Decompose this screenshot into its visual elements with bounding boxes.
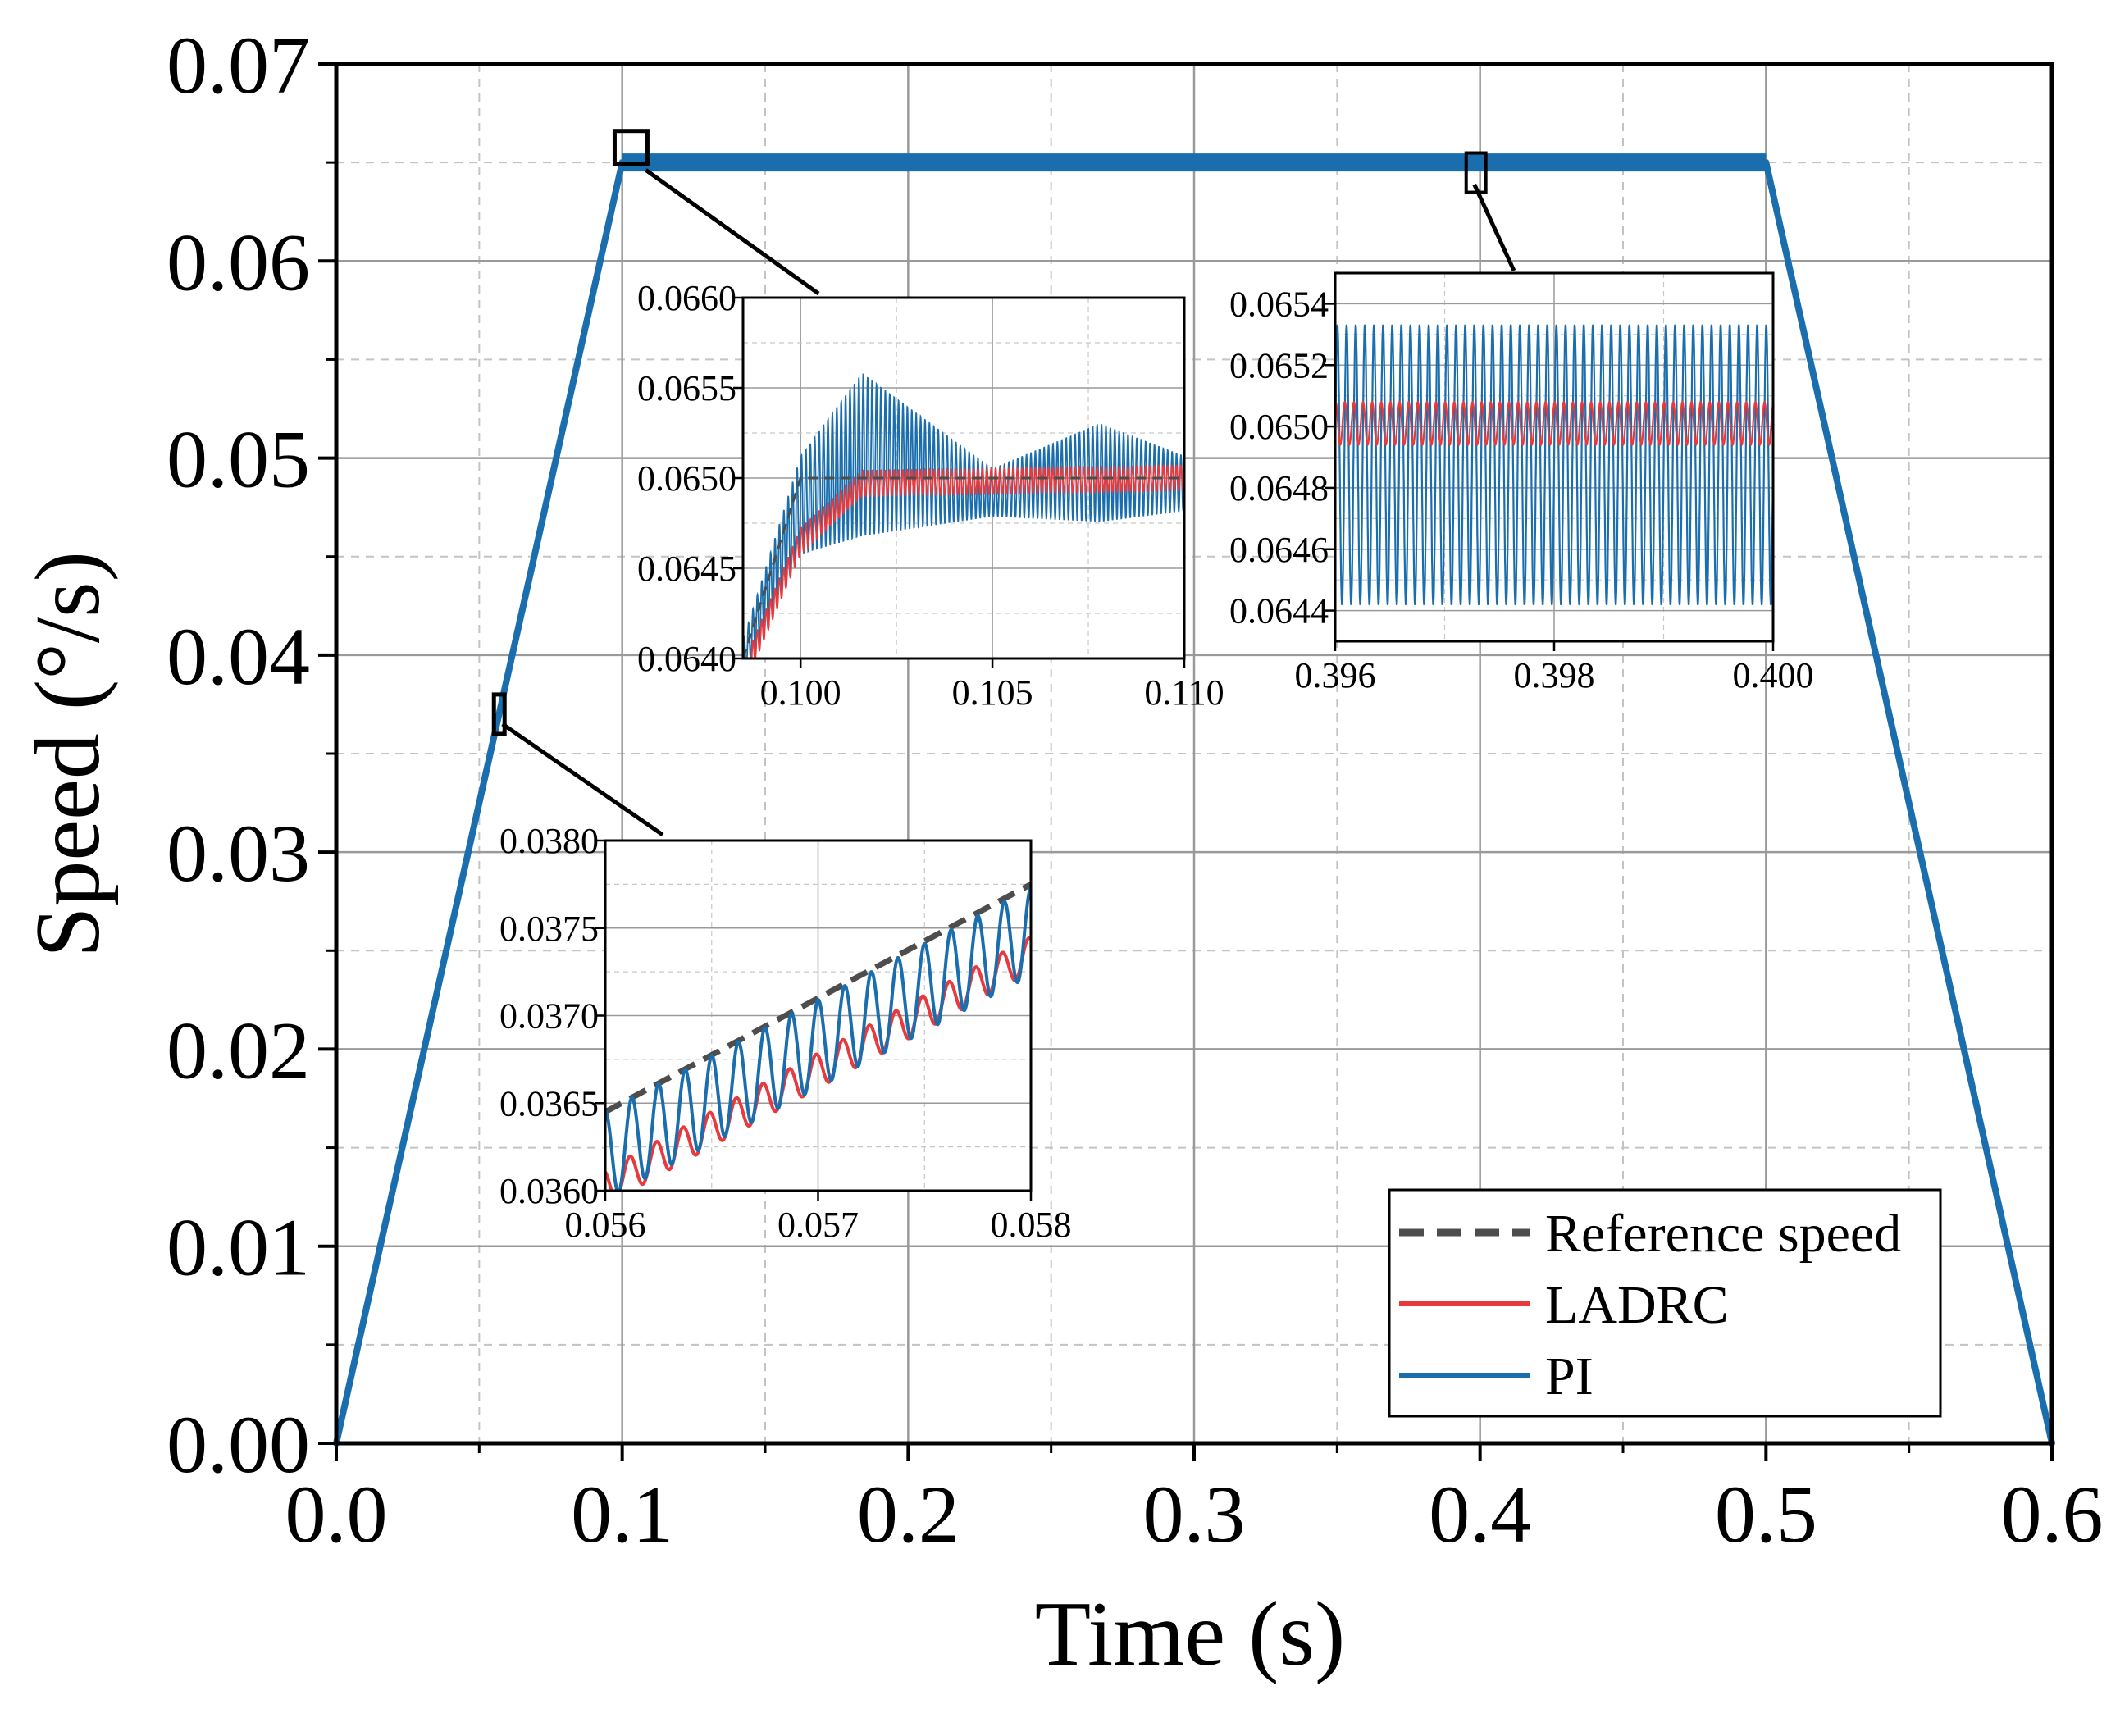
inset-steady-pi xyxy=(1335,324,1773,605)
legend-label-ladrc: LADRC xyxy=(1545,1275,1729,1335)
inset-y-tick-label: 0.0655 xyxy=(637,368,736,408)
main-axes xyxy=(318,62,2054,1461)
inset-accel-reference xyxy=(605,882,1031,1115)
y-axis-title: Speed (°/s) xyxy=(17,551,119,958)
inset-accel-pi xyxy=(605,886,1031,1191)
inset-y-tick-label: 0.0644 xyxy=(1229,591,1329,631)
inset-acceleration: 0.056 0.057 0.058 0.0360 0.0365 0.0370 0.0375 0… xyxy=(499,821,1072,1245)
connector-steady xyxy=(1472,183,1516,272)
inset-x-tick-label: 0.110 xyxy=(1144,672,1224,713)
inset-settling: 0.100 0.105 0.110 0.0640 0.0645 0.0650 0.0655 0… xyxy=(637,278,1224,713)
x-axis-title: Time (s) xyxy=(1035,1583,1346,1685)
zoom-marker-acceleration xyxy=(491,692,507,736)
inset-settle-ladrc xyxy=(750,463,1184,658)
inset-x-tick-label: 0.057 xyxy=(777,1205,859,1245)
legend: Reference speed LADRC PI xyxy=(1388,1188,1942,1418)
x-tick-label: 0.3 xyxy=(1143,1469,1246,1560)
inset-settle-reference xyxy=(743,476,1184,658)
inset-y-tick-label: 0.0365 xyxy=(499,1083,599,1123)
inset-y-tick-label: 0.0645 xyxy=(637,549,736,589)
y-tick-label: 0.00 xyxy=(166,1399,310,1490)
series-pi-ramp-down xyxy=(1762,159,2055,1447)
legend-label-pi: PI xyxy=(1545,1346,1594,1406)
y-tick-label: 0.03 xyxy=(166,808,310,899)
inset-x-tick-label: 0.105 xyxy=(952,672,1033,713)
inset-y-tick-label: 0.0370 xyxy=(499,996,599,1037)
inset-y-tick-label: 0.0650 xyxy=(1229,407,1329,447)
zoom-markers xyxy=(491,129,1516,837)
inset-y-tick-label: 0.0654 xyxy=(1229,284,1329,324)
x-tick-label: 0.4 xyxy=(1429,1469,1531,1560)
inset-y-tick-label: 0.0650 xyxy=(637,458,736,499)
inset-y-tick-label: 0.0646 xyxy=(1229,530,1329,570)
x-tick-label: 0.1 xyxy=(571,1469,673,1560)
y-tick-label: 0.06 xyxy=(166,216,310,308)
inset-y-tick-label: 0.0640 xyxy=(637,639,736,679)
inset-steady-state: 0.396 0.398 0.400 0.0644 0.0646 0.0648 0.0650 0… xyxy=(1229,271,1814,695)
inset-series xyxy=(605,882,1031,1191)
inset-y-tick-label: 0.0360 xyxy=(499,1171,599,1211)
inset-y-tick-label: 0.0375 xyxy=(499,909,599,949)
inset-x-tick-label: 0.058 xyxy=(991,1205,1072,1245)
y-tick-label: 0.07 xyxy=(166,20,310,111)
x-tick-label: 0.5 xyxy=(1715,1469,1817,1560)
inset-x-tick-label: 0.396 xyxy=(1295,655,1376,695)
x-tick-label: 0.2 xyxy=(857,1469,960,1560)
inset-y-tick-label: 0.0660 xyxy=(637,278,736,318)
inset-x-tick-label: 0.400 xyxy=(1733,655,1814,695)
main-tick-labels: 0.0 0.1 0.2 0.3 0.4 0.5 0.6 0.00 0.01 0.02 0.03 0.0… xyxy=(166,20,2104,1560)
zoom-marker-settling xyxy=(612,129,650,166)
x-tick-label: 0.6 xyxy=(2001,1469,2104,1560)
y-tick-label: 0.01 xyxy=(166,1202,310,1293)
inset-steady-ladrc xyxy=(1335,400,1773,447)
inset-series xyxy=(743,372,1184,658)
inset-x-tick-label: 0.398 xyxy=(1514,655,1595,695)
inset-y-tick-label: 0.0648 xyxy=(1229,468,1329,508)
x-tick-label: 0.0 xyxy=(285,1469,388,1560)
inset-x-tick-label: 0.056 xyxy=(565,1205,646,1245)
inset-y-tick-label: 0.0652 xyxy=(1229,345,1329,385)
main-series xyxy=(333,153,2055,1447)
y-tick-label: 0.04 xyxy=(166,611,310,702)
inset-y-tick-label: 0.0380 xyxy=(499,821,599,861)
series-pi-ramp-up xyxy=(333,159,626,1447)
legend-label-reference: Reference speed xyxy=(1545,1204,1901,1264)
inset-x-tick-label: 0.100 xyxy=(760,672,841,713)
y-tick-label: 0.05 xyxy=(166,414,310,505)
connector-settling xyxy=(644,168,820,296)
inset-series xyxy=(1335,324,1773,605)
y-tick-label: 0.02 xyxy=(166,1005,310,1096)
connector-acceleration xyxy=(501,722,664,837)
